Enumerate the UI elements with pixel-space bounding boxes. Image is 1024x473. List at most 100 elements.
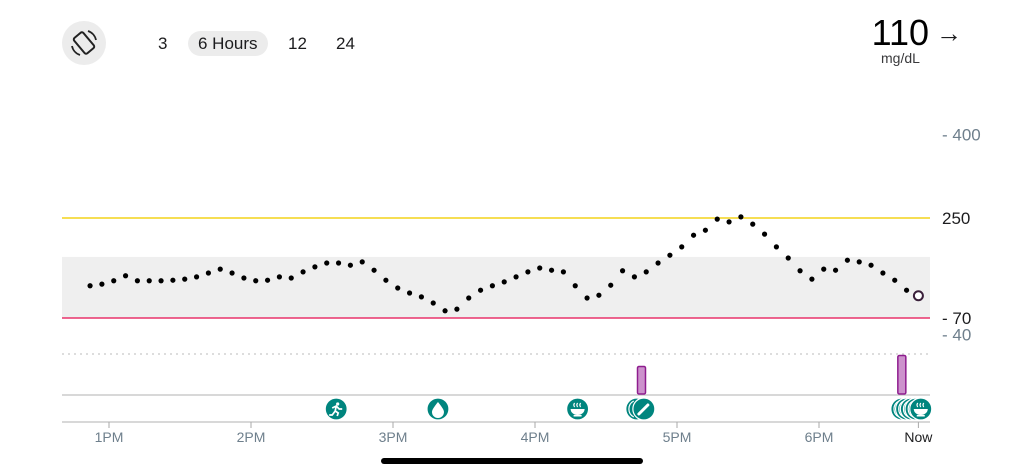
glucose-point — [406, 290, 413, 296]
glucose-point — [383, 277, 389, 283]
rotate-screen-button[interactable] — [62, 21, 106, 65]
bowl-icon — [913, 402, 928, 417]
glucose-point — [679, 244, 685, 250]
glucose-point — [146, 278, 152, 284]
glucose-point — [596, 292, 602, 298]
x-tick-label: 3PM — [379, 429, 408, 445]
glucose-point — [99, 281, 105, 287]
glucose-point — [430, 300, 436, 306]
unit-label: mg/dL — [881, 50, 920, 66]
event-marker-exercise[interactable] — [324, 397, 348, 421]
glucose-point — [892, 277, 898, 283]
glucose-point — [371, 267, 377, 273]
pencil-icon — [637, 403, 650, 416]
glucose-point — [241, 275, 247, 281]
y-tick-label: 250 — [942, 209, 970, 228]
glucose-point — [702, 227, 709, 233]
glucose-point — [880, 270, 886, 276]
glucose-point — [182, 276, 188, 282]
x-tick-label: Now — [904, 429, 933, 445]
glucose-point — [264, 277, 271, 283]
glucose-point — [714, 216, 720, 222]
glucose-point — [359, 259, 365, 265]
running-icon — [329, 402, 343, 417]
glucose-point — [466, 295, 472, 301]
glucose-point — [442, 308, 448, 314]
x-tick-label: 6PM — [805, 429, 834, 445]
glucose-point — [785, 255, 791, 261]
glucose-point — [300, 269, 306, 275]
glucose-point — [655, 260, 661, 266]
glucose-point — [122, 273, 129, 279]
glucose-point — [738, 214, 744, 220]
circle-icon — [628, 400, 635, 418]
glucose-point — [205, 270, 211, 276]
range-3-hours[interactable]: 3 — [158, 34, 168, 53]
glucose-point — [572, 283, 578, 289]
glucose-point — [903, 287, 910, 293]
glucose-point — [395, 285, 401, 291]
glucose-point — [158, 278, 164, 284]
glucose-point — [608, 282, 614, 288]
glucose-point — [193, 274, 200, 280]
glucose-point — [797, 268, 803, 274]
glucose-point — [619, 268, 626, 274]
x-tick-label: 5PM — [663, 429, 692, 445]
home-indicator[interactable] — [381, 458, 643, 464]
insulin-dose-bar — [636, 365, 647, 395]
glucose-point — [477, 287, 484, 293]
x-tick-label: 2PM — [237, 429, 266, 445]
target-range-band — [62, 256, 930, 318]
insulin-dose-bar — [897, 354, 907, 395]
event-marker-note[interactable] — [632, 397, 656, 421]
glucose-point — [726, 219, 732, 225]
arrow-right-icon: → — [936, 18, 962, 48]
x-tick-label: 1PM — [95, 429, 124, 445]
glucose-point — [454, 306, 460, 312]
glucose-point — [276, 274, 282, 280]
glucose-point — [584, 295, 590, 301]
rotate-screen-icon — [71, 30, 97, 56]
glucose-point — [489, 283, 495, 289]
glucose-point — [217, 266, 223, 272]
glucose-point — [844, 257, 851, 263]
glucose-point — [335, 260, 342, 266]
glucose-point — [631, 274, 638, 280]
glucose-point — [868, 262, 874, 268]
glucose-point — [288, 275, 294, 281]
glucose-point — [773, 244, 780, 250]
glucose-point — [253, 278, 259, 284]
glucose-point — [501, 279, 507, 285]
event-marker-meal[interactable] — [565, 397, 590, 421]
glucose-point — [821, 266, 827, 272]
event-marker-meal[interactable] — [909, 397, 933, 421]
range-12-hours[interactable]: 12 — [288, 34, 307, 53]
glucose-point — [560, 269, 567, 275]
glucose-point — [856, 259, 862, 265]
glucose-point — [229, 270, 235, 276]
glucose-point — [347, 262, 353, 268]
glucose-point — [170, 277, 176, 283]
current-reading: 110 — [871, 12, 929, 53]
range-24-hours[interactable]: 24 — [336, 34, 355, 53]
glucose-point — [134, 278, 140, 284]
glucose-point — [761, 231, 768, 237]
y-tick-label: - 40 — [942, 326, 971, 345]
y-tick-label: - 400 — [942, 126, 981, 145]
glucose-point — [832, 267, 839, 273]
glucose-point — [643, 269, 649, 275]
drop-icon — [431, 402, 444, 418]
event-marker-blood-glucose[interactable] — [426, 397, 450, 421]
glucose-point — [537, 265, 543, 271]
y-tick-label: - 70 — [942, 309, 971, 328]
current-reading-point — [912, 290, 924, 302]
glucose-point — [690, 232, 697, 238]
glucose-point — [548, 267, 555, 273]
glucose-point — [750, 221, 756, 227]
x-tick-label: 4PM — [521, 429, 550, 445]
range-6-hours[interactable]: 6 Hours — [188, 31, 268, 56]
glucose-point — [312, 264, 318, 270]
glucose-point — [513, 274, 519, 280]
glucose-point — [809, 276, 815, 282]
glucose-point — [87, 283, 93, 289]
